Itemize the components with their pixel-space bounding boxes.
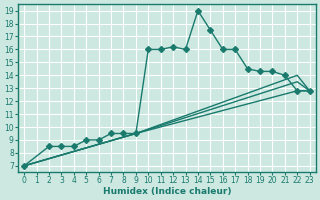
X-axis label: Humidex (Indice chaleur): Humidex (Indice chaleur) — [103, 187, 231, 196]
